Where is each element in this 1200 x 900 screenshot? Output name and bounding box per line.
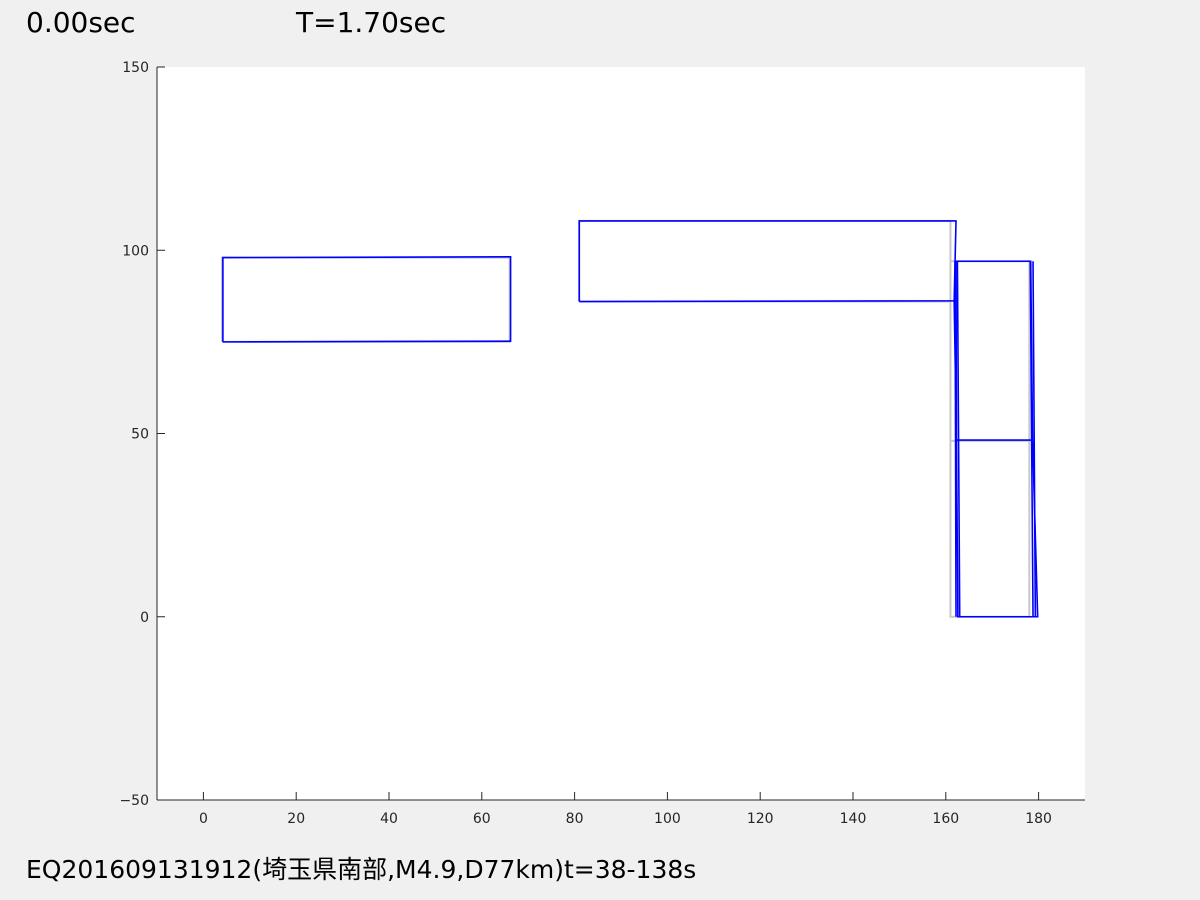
y-tick-label: 0	[140, 610, 149, 626]
axes: 0 20 40 60 80 100 120 140 160 180 −50 0 50 100 150	[119, 60, 1085, 827]
x-tick-label: 120	[747, 811, 774, 827]
x-tick-label: 80	[566, 811, 584, 827]
x-tick-label: 40	[380, 811, 398, 827]
deformed-line-4	[1032, 261, 1037, 617]
y-tick-label: 150	[122, 60, 149, 76]
y-tick-label: 50	[131, 427, 149, 443]
x-tick-label: 180	[1025, 811, 1052, 827]
deformed-line-5	[954, 261, 957, 617]
deformed-line-2	[953, 260, 1039, 618]
x-tick-label: 140	[840, 811, 867, 827]
x-tick-label: 100	[654, 811, 681, 827]
deformed-line-3	[956, 261, 961, 617]
time-label: 0.00sec	[26, 6, 136, 39]
deformed-line-0	[222, 256, 512, 343]
axes-background	[157, 67, 1085, 800]
plot-lines	[220, 219, 1039, 618]
x-tick-label: 20	[287, 811, 305, 827]
period-label: T=1.70sec	[296, 6, 447, 39]
x-tick-label: 60	[473, 811, 491, 827]
caption: EQ201609131912(埼玉県南部,M4.9,D77km)t=38-138…	[26, 855, 697, 884]
x-tick-label: 160	[932, 811, 959, 827]
y-tick-label: −50	[119, 793, 149, 809]
x-tick-label: 0	[199, 811, 208, 827]
deformed-line-6	[1029, 261, 1034, 617]
y-tick-label: 100	[122, 243, 149, 259]
deformed-line-1	[578, 220, 957, 303]
